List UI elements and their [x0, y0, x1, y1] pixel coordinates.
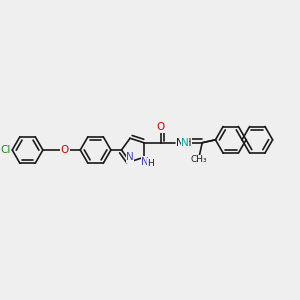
Text: H: H [147, 159, 154, 168]
Text: N: N [142, 157, 149, 167]
Text: O: O [157, 122, 165, 132]
Text: CH₃: CH₃ [191, 155, 208, 164]
Text: O: O [61, 145, 69, 155]
Text: N: N [126, 152, 134, 162]
Text: N: N [181, 138, 189, 148]
Text: Cl: Cl [0, 145, 11, 155]
Text: NH: NH [176, 138, 192, 148]
